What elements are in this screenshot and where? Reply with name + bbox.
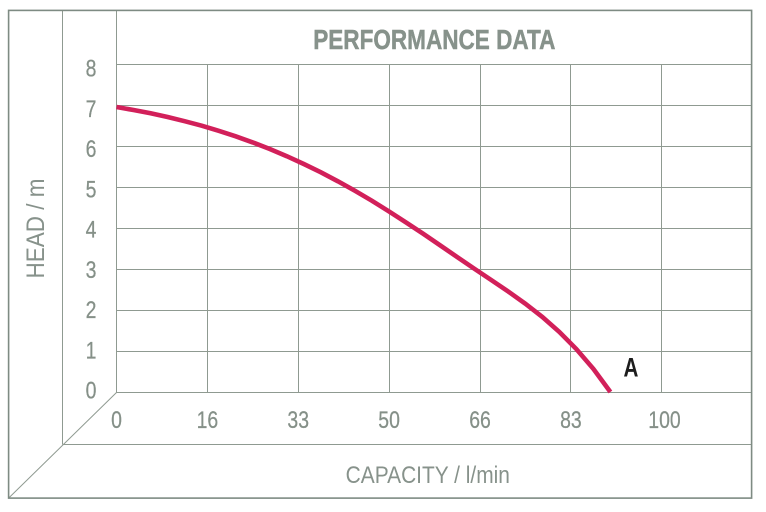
svg-text:3: 3	[86, 256, 97, 284]
svg-text:0: 0	[111, 406, 122, 434]
svg-text:PERFORMANCE DATA: PERFORMANCE DATA	[313, 25, 555, 56]
svg-text:6: 6	[86, 135, 97, 163]
svg-text:16: 16	[197, 406, 219, 434]
svg-text:8: 8	[86, 54, 97, 82]
svg-text:100: 100	[648, 406, 680, 434]
svg-text:HEAD / m: HEAD / m	[22, 179, 50, 279]
svg-text:4: 4	[86, 216, 97, 244]
svg-text:66: 66	[469, 406, 491, 434]
svg-text:33: 33	[287, 406, 309, 434]
svg-text:2: 2	[86, 296, 97, 324]
svg-text:83: 83	[560, 406, 582, 434]
svg-text:7: 7	[86, 95, 97, 123]
svg-text:1: 1	[86, 336, 97, 364]
svg-text:50: 50	[378, 406, 400, 434]
svg-text:A: A	[624, 353, 639, 383]
svg-text:CAPACITY / l/min: CAPACITY / l/min	[346, 462, 510, 489]
svg-text:5: 5	[86, 175, 97, 203]
svg-text:0: 0	[86, 377, 97, 405]
